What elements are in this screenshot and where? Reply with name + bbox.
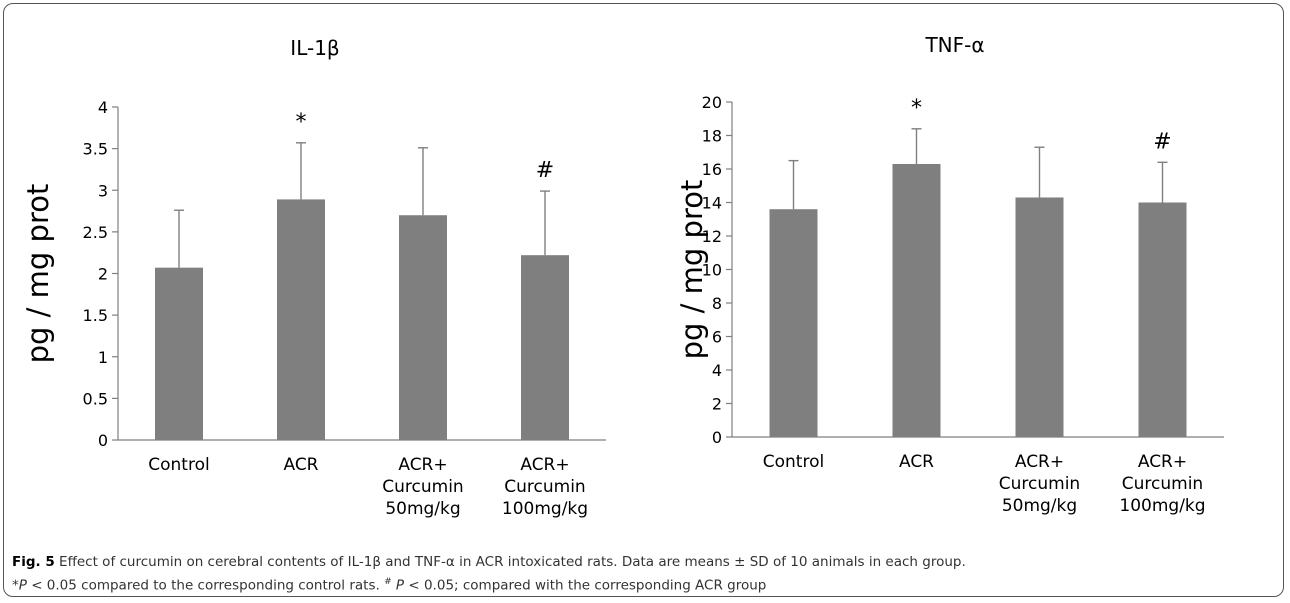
y-tick-label: 8 (712, 294, 722, 313)
y-tick-label: 10 (702, 261, 722, 280)
caption-mid: < 0.05 compared to the corresponding con… (26, 577, 385, 594)
y-axis-label: pg / mg prot (675, 180, 709, 360)
bar (1138, 202, 1187, 437)
caption-p2: P (395, 577, 405, 594)
y-tick-label: 16 (702, 160, 722, 179)
y-tick-label: 4 (98, 98, 108, 117)
caption-hash: # (384, 577, 392, 587)
significance-marker: * (911, 96, 922, 121)
y-tick-label: 20 (702, 93, 722, 112)
x-tick-label: ACR+ Curcumin 100mg/kg (502, 455, 588, 519)
bar (155, 267, 203, 440)
bar (892, 163, 941, 437)
y-tick-label: 4 (712, 361, 722, 380)
y-tick-label: 0 (98, 431, 108, 450)
chart-title: IL-1β (290, 36, 339, 60)
y-tick-label: 0 (712, 428, 722, 447)
tnfa-chart: TNF-α pg / mg prot 0 2 4 6 8 10 12 14 16 18 20 Contro… (675, 33, 1224, 516)
y-tick-label: 3 (98, 181, 108, 200)
y-tick-label: 3.5 (83, 140, 108, 159)
x-tick-label: ACR+ Curcumin 50mg/kg (382, 455, 463, 519)
caption-star: * (12, 577, 19, 594)
figure-caption: Fig. 5 Effect of curcumin on cerebral co… (12, 552, 1277, 596)
y-tick-label: 2.5 (83, 223, 108, 242)
y-tick-label: 1 (98, 348, 108, 367)
bar (399, 215, 447, 440)
caption-line-1: Effect of curcumin on cerebral contents … (54, 554, 966, 570)
x-tick-label: ACR (899, 452, 934, 472)
y-tick-label: 1.5 (83, 306, 108, 325)
y-tick-label: 12 (702, 227, 722, 246)
figure-label: Fig. 5 (12, 554, 55, 570)
chart-title: TNF-α (924, 33, 984, 57)
x-tick-label: ACR+ Curcumin 100mg/kg (1119, 452, 1205, 516)
y-tick-label: 0.5 (83, 389, 108, 408)
caption-p1: P (18, 577, 27, 594)
y-tick-label: 6 (712, 328, 722, 347)
caption-end: < 0.05; compared with the corresponding … (404, 577, 767, 594)
y-tick-label: 18 (702, 127, 722, 146)
il1b-chart: IL-1β pg / mg prot 0 0.5 1 1.5 2 2.5 3 3.5 4 Contro… (21, 36, 606, 519)
bar (769, 209, 818, 437)
y-tick-label: 2 (98, 265, 108, 284)
significance-marker: # (536, 158, 554, 183)
significance-marker: # (1153, 129, 1171, 154)
y-axis-label: pg / mg prot (21, 184, 55, 364)
bar (277, 199, 325, 440)
x-tick-label: ACR+ Curcumin 50mg/kg (999, 452, 1080, 516)
y-tick-label: 14 (702, 194, 722, 213)
figure-frame (3, 3, 1284, 597)
x-tick-label: Control (148, 455, 209, 475)
bar (1015, 197, 1064, 437)
bar (521, 255, 569, 440)
x-tick-label: ACR (283, 455, 318, 475)
x-tick-label: Control (763, 452, 824, 472)
y-tick-label: 2 (712, 395, 722, 414)
significance-marker: * (296, 110, 307, 135)
